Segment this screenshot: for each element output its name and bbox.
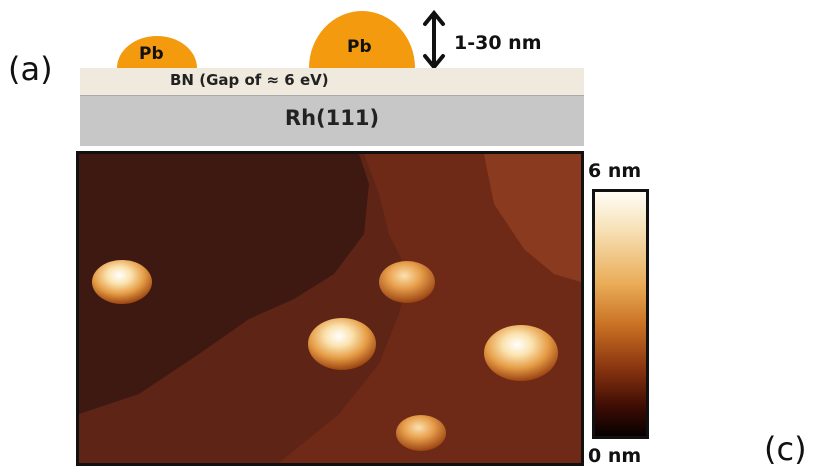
afm-topography-image <box>76 151 584 466</box>
pb-island-small <box>117 36 197 68</box>
pb-island-label: Pb <box>347 37 372 57</box>
colorbar-min-label: 0 nm <box>588 445 642 467</box>
rh-substrate-label: Rh(111) <box>284 106 380 130</box>
colorbar-max-label: 6 nm <box>588 160 642 182</box>
thickness-arrow-icon <box>423 9 445 70</box>
terrace-upper <box>279 154 581 463</box>
afm-pb-island <box>396 415 446 451</box>
pb-island-large <box>309 11 415 68</box>
panel-label-a: (a) <box>8 50 53 88</box>
rh-substrate <box>80 95 584 146</box>
schematic-islands <box>117 9 445 70</box>
afm-pb-island <box>484 325 558 381</box>
afm-pb-island <box>308 318 376 370</box>
thickness-label: 1-30 nm <box>454 32 542 54</box>
afm-topography-drawing <box>79 154 581 463</box>
afm-pb-island <box>379 261 435 303</box>
pb-island-label: Pb <box>139 44 164 64</box>
bn-layer <box>80 68 584 95</box>
panel-label-c: (c) <box>764 430 807 468</box>
bn-layer-label: BN (Gap of ≈ 6 eV) <box>170 71 329 89</box>
height-colorbar <box>592 189 649 439</box>
terrace-top <box>484 154 581 282</box>
afm-pb-island <box>92 260 152 304</box>
